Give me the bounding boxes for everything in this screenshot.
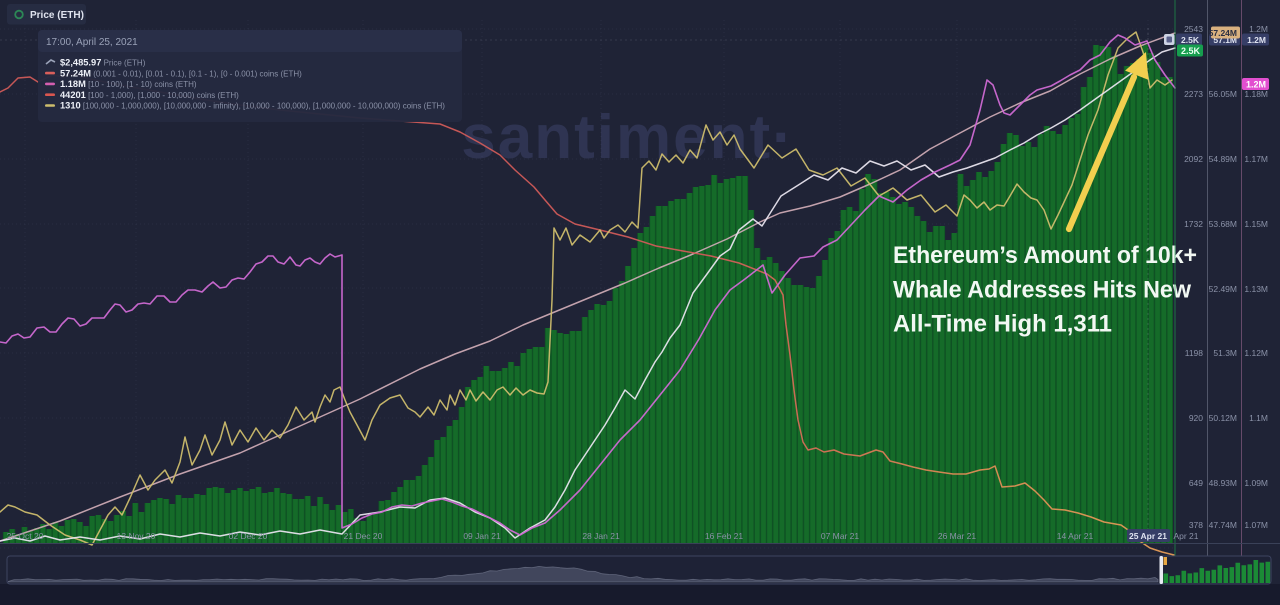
svg-text:44201 [100 - 1,000), [1,000 -: 44201 [100 - 1,000), [1,000 - 10,000) co… <box>60 90 239 100</box>
svg-text:920: 920 <box>1189 413 1203 423</box>
svg-text:2.5K: 2.5K <box>1181 35 1200 45</box>
svg-text:1.18M [10 - 100), [1 - 10) coi: 1.18M [10 - 100), [1 - 10) coins (ETH) <box>60 79 197 89</box>
svg-text:25 Apr 21: 25 Apr 21 <box>1129 531 1167 541</box>
svg-text:14 Apr 21: 14 Apr 21 <box>1057 531 1094 541</box>
svg-text:1.2M: 1.2M <box>1246 80 1266 90</box>
svg-text:57.24M (0.001 - 0.01), [0.01 -: 57.24M (0.001 - 0.01), [0.01 - 0.1), [0.… <box>60 68 302 78</box>
svg-text:1.2M: 1.2M <box>1249 24 1268 34</box>
svg-text:1.1M: 1.1M <box>1249 413 1268 423</box>
svg-text:1310 [100,000 - 1,000,000), [: 1310 [100,000 - 1,000,000), [10,000,000 … <box>60 101 445 111</box>
svg-text:57.24M: 57.24M <box>1209 28 1237 38</box>
svg-text:1732: 1732 <box>1184 219 1203 229</box>
svg-text:21 Dec 20: 21 Dec 20 <box>344 531 383 541</box>
svg-text:53.68M: 53.68M <box>1209 219 1237 229</box>
svg-text:47.74M: 47.74M <box>1209 520 1237 530</box>
svg-text:13 Nov 20: 13 Nov 20 <box>117 531 156 541</box>
svg-text:28 Jan 21: 28 Jan 21 <box>582 531 620 541</box>
svg-text:Whale Addresses Hits New: Whale Addresses Hits New <box>893 277 1191 304</box>
svg-text:16 Feb 21: 16 Feb 21 <box>705 531 744 541</box>
svg-text:1.13M: 1.13M <box>1244 284 1268 294</box>
svg-text:1.17M: 1.17M <box>1244 154 1268 164</box>
svg-text:56.05M: 56.05M <box>1209 89 1237 99</box>
svg-text:$2,485.97 Price (ETH): $2,485.97 Price (ETH) <box>60 58 146 68</box>
svg-text:649: 649 <box>1189 478 1203 488</box>
svg-text:Apr 21: Apr 21 <box>1173 531 1198 541</box>
svg-text:2092: 2092 <box>1184 154 1203 164</box>
svg-text:1.15M: 1.15M <box>1244 219 1268 229</box>
svg-text:09 Jan 21: 09 Jan 21 <box>463 531 501 541</box>
svg-text:1.09M: 1.09M <box>1244 478 1268 488</box>
svg-text:02 Dec 20: 02 Dec 20 <box>229 531 268 541</box>
svg-text:1.2M: 1.2M <box>1247 35 1266 45</box>
svg-text:26 Mar 21: 26 Mar 21 <box>938 531 977 541</box>
svg-text:1198: 1198 <box>1185 348 1204 358</box>
svg-text:54.89M: 54.89M <box>1209 154 1237 164</box>
svg-text:2543: 2543 <box>1184 24 1203 34</box>
svg-text:50.12M: 50.12M <box>1209 413 1237 423</box>
svg-text:51.3M: 51.3M <box>1213 348 1237 358</box>
svg-text:2.5K: 2.5K <box>1181 46 1201 56</box>
svg-text:1.07M: 1.07M <box>1244 520 1268 530</box>
svg-text:santiment·: santiment· <box>461 103 794 172</box>
svg-text:57.1M: 57.1M <box>1213 35 1237 45</box>
svg-text:52.49M: 52.49M <box>1209 284 1237 294</box>
svg-text:All-Time High 1,311: All-Time High 1,311 <box>893 311 1112 338</box>
svg-text:48.93M: 48.93M <box>1209 478 1237 488</box>
svg-text:Ethereum’s Amount of 10k+: Ethereum’s Amount of 10k+ <box>893 242 1197 269</box>
svg-text:1.12M: 1.12M <box>1244 348 1268 358</box>
svg-text:17:00, April 25, 2021: 17:00, April 25, 2021 <box>46 37 138 48</box>
svg-text:378: 378 <box>1189 520 1203 530</box>
svg-text:Price (ETH): Price (ETH) <box>30 10 84 21</box>
svg-text:2273: 2273 <box>1184 89 1203 99</box>
svg-text:1.18M: 1.18M <box>1244 89 1268 99</box>
svg-text:07 Mar 21: 07 Mar 21 <box>821 531 860 541</box>
svg-text:25 Oct 20: 25 Oct 20 <box>7 531 44 541</box>
